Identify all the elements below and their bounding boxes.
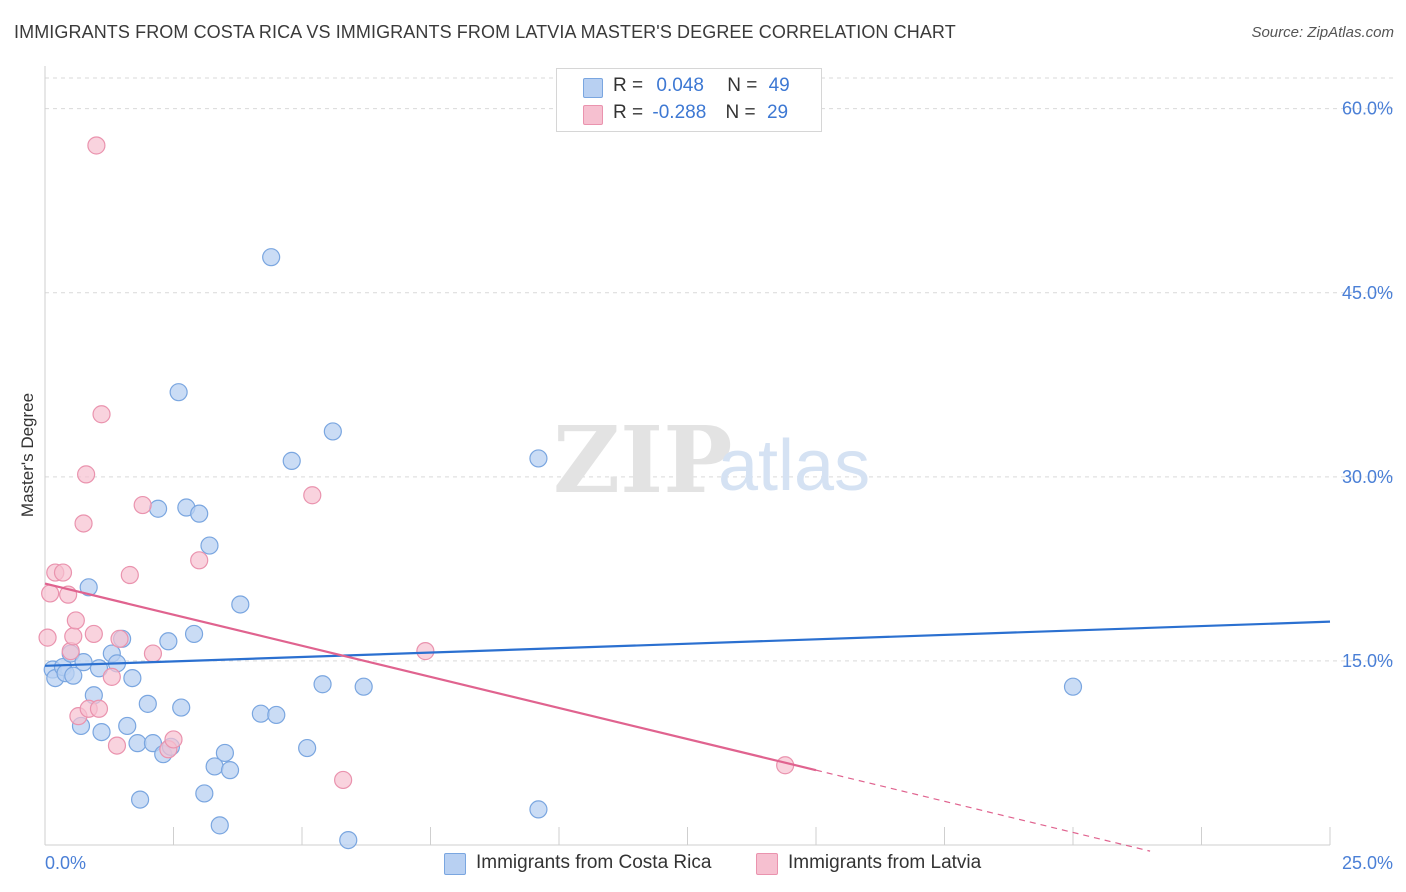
point-costa-rica-40	[282, 451, 301, 470]
y-axis-label: Master's Degree	[18, 392, 37, 518]
legend-n-label-1: N =	[727, 75, 758, 96]
point-latvia-6	[64, 627, 83, 646]
bottom-legend-swatch-latvia	[756, 853, 778, 875]
chart-title: IMMIGRANTS FROM COSTA RICA VS IMMIGRANTS…	[14, 22, 956, 42]
x-tick-label-0: 0.0%	[45, 853, 86, 873]
point-latvia-3	[53, 563, 73, 582]
trendline-costa-rica	[44, 620, 1331, 667]
point-costa-rica-41	[298, 738, 317, 758]
point-costa-rica-35	[220, 761, 240, 780]
point-costa-rica-16	[123, 669, 142, 688]
point-costa-rica-17	[128, 734, 147, 753]
watermark-zip: ZIP	[553, 406, 732, 514]
point-costa-rica-28	[184, 624, 204, 644]
legend-n-value-2: 29	[766, 102, 789, 123]
y-tick-label-0: 15.0%	[1342, 651, 1393, 671]
point-costa-rica-23	[159, 632, 178, 651]
legend-r-label-1: R =	[613, 75, 644, 96]
point-latvia-0	[38, 628, 57, 647]
point-latvia-5	[61, 642, 80, 661]
point-costa-rica-45	[354, 677, 373, 696]
point-costa-rica-25	[169, 383, 188, 402]
correlation-legend: R = 0.048 N = 49 R = -0.288 N = 29	[556, 68, 822, 132]
point-costa-rica-34	[215, 743, 234, 763]
point-latvia-12	[84, 624, 103, 644]
legend-r-value-2: -0.288	[652, 102, 707, 123]
point-costa-rica-7	[79, 578, 98, 597]
bottom-legend-label-latvia: Immigrants from Latvia	[788, 852, 982, 873]
point-costa-rica-44	[339, 830, 358, 850]
trendline-latvia	[44, 582, 817, 772]
series-costa-rica-points	[43, 248, 1083, 850]
x-tick-label-1: 25.0%	[1342, 853, 1393, 873]
point-costa-rica-18	[130, 790, 150, 809]
point-latvia-15	[92, 405, 111, 424]
point-latvia-26	[334, 770, 353, 790]
legend-r-label-2: R =	[613, 102, 644, 123]
legend-r-value-1: 0.048	[656, 75, 704, 96]
point-latvia-21	[143, 644, 163, 663]
point-latvia-19	[120, 565, 139, 585]
bottom-legend-label-costa-rica: Immigrants from Costa Rica	[476, 852, 712, 873]
legend-n-value-1: 49	[768, 75, 790, 96]
point-costa-rica-37	[251, 704, 270, 723]
point-latvia-17	[107, 736, 127, 755]
source-label: Source: ZipAtlas.com	[1251, 24, 1394, 41]
point-costa-rica-43	[323, 422, 342, 441]
point-latvia-18	[110, 629, 129, 648]
point-latvia-27	[416, 642, 435, 661]
point-costa-rica-26	[172, 698, 191, 717]
legend-swatch-latvia	[583, 105, 603, 125]
point-costa-rica-31	[200, 536, 219, 555]
y-tick-label-1: 30.0%	[1342, 467, 1393, 487]
point-costa-rica-36	[231, 595, 250, 614]
point-latvia-25	[303, 486, 322, 505]
trendline-latvia-extension	[815, 769, 1151, 852]
point-costa-rica-5	[64, 666, 83, 685]
point-costa-rica-48	[1063, 677, 1083, 696]
y-tick-label-3: 60.0%	[1342, 99, 1393, 119]
point-latvia-1	[41, 584, 60, 603]
point-latvia-23	[164, 730, 183, 749]
point-latvia-13	[87, 136, 106, 155]
point-latvia-14	[89, 699, 109, 718]
y-tick-label-2: 45.0%	[1342, 283, 1393, 303]
point-latvia-10	[77, 465, 96, 484]
point-latvia-24	[190, 551, 209, 570]
point-costa-rica-30	[195, 784, 214, 803]
point-latvia-7	[66, 611, 85, 630]
point-costa-rica-46	[529, 449, 548, 468]
point-costa-rica-10	[92, 722, 111, 742]
point-costa-rica-29	[190, 504, 209, 523]
point-costa-rica-21	[148, 499, 168, 518]
point-latvia-20	[133, 495, 152, 515]
watermark-atlas: atlas	[718, 426, 870, 506]
legend-swatch-costa-rica	[583, 78, 603, 98]
point-costa-rica-15	[118, 716, 137, 736]
point-costa-rica-19	[138, 694, 157, 713]
point-costa-rica-42	[313, 675, 332, 694]
point-costa-rica-39	[267, 705, 286, 725]
bottom-legend-swatch-costa-rica	[444, 853, 466, 875]
point-costa-rica-47	[529, 800, 548, 819]
point-latvia-9	[74, 514, 93, 533]
series-latvia-points	[38, 136, 795, 790]
legend-n-label-2: N =	[725, 102, 756, 123]
point-costa-rica-38	[262, 248, 281, 267]
point-costa-rica-6	[74, 653, 93, 672]
point-latvia-16	[102, 667, 121, 686]
point-costa-rica-33	[210, 816, 229, 835]
